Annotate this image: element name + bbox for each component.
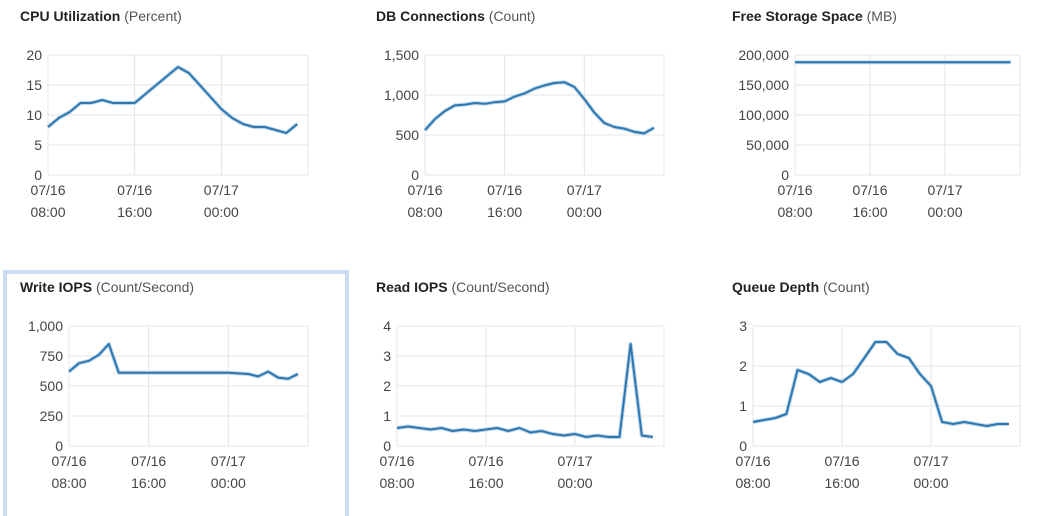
- y-tick-label: 0: [781, 167, 789, 183]
- x-tick-label: 07/16 08:00: [735, 453, 771, 491]
- chart-unit: (Count): [823, 279, 870, 295]
- y-tick-label: 750: [39, 348, 63, 364]
- x-tick-label: 07/16 08:00: [777, 182, 813, 220]
- y-tick-label: 3: [383, 348, 391, 364]
- y-tick-label: 1,500: [383, 47, 419, 63]
- y-tick-label: 4: [383, 318, 391, 334]
- series-line-glow: [752, 340, 1009, 428]
- x-tick-label: 07/16 16:00: [131, 453, 167, 491]
- chart-panel: Free Storage Space (MB) 0 50,000 100,000 150…: [712, 0, 1041, 245]
- y-tick-label: 0: [383, 438, 391, 454]
- y-tick-label: 1,000: [27, 318, 63, 334]
- chart-unit: (Count/Second): [451, 279, 550, 295]
- y-tick-label: 250: [39, 408, 63, 424]
- chart-panel: CPU Utilization (Percent) 0 5 10 15 20 07/16 0…: [0, 0, 347, 245]
- y-tick-label: 0: [739, 438, 747, 454]
- y-tick-label: 50,000: [746, 137, 789, 153]
- y-tick-label: 2: [383, 378, 391, 394]
- plot: [46, 54, 309, 176]
- chart-panel: DB Connections (Count) 0 500 1,000 1,500 07/1…: [356, 0, 703, 245]
- y-tick-label: 0: [411, 167, 419, 183]
- x-tick-label: 07/16 16:00: [852, 182, 888, 220]
- plot: [794, 54, 1021, 176]
- y-tick-label: 1: [739, 398, 747, 414]
- x-tick-label: 07/16 08:00: [379, 453, 415, 491]
- y-tick-label: 1,000: [383, 87, 419, 103]
- series-line-glow: [423, 80, 655, 136]
- series-line: [424, 81, 655, 135]
- chart-panel: Read IOPS (Count/Second) 0 1 2 3 4 07/16 08:00…: [356, 271, 703, 516]
- x-tick-label: 07/16 16:00: [487, 182, 523, 220]
- x-tick-label: 07/16 16:00: [824, 453, 860, 491]
- plot: [67, 325, 309, 447]
- chart-title: CPU Utilization: [20, 8, 121, 24]
- y-tick-label: 1: [383, 408, 391, 424]
- y-tick-label: 500: [395, 127, 419, 143]
- y-tick-label: 2: [739, 358, 747, 374]
- series-line-glow: [396, 342, 654, 439]
- y-tick-label: 200,000: [738, 47, 789, 63]
- chart-title: Write IOPS: [20, 279, 93, 295]
- chart-panel: Queue Depth (Count) 0 1 2 3 07/16 08:00 07/16 …: [712, 271, 1041, 516]
- chart-title: Read IOPS: [376, 279, 448, 295]
- chart-unit: (Percent): [124, 8, 182, 24]
- chart-title-row: Read IOPS (Count/Second): [376, 279, 550, 295]
- y-tick-label: 20: [26, 47, 42, 63]
- plot: [752, 325, 1021, 447]
- y-tick-label: 100,000: [738, 107, 789, 123]
- chart-title-row: Queue Depth (Count): [732, 279, 870, 295]
- x-tick-label: 07/17 00:00: [913, 453, 949, 491]
- y-tick-label: 0: [55, 438, 63, 454]
- x-tick-label: 07/16 08:00: [30, 182, 66, 220]
- y-tick-label: 10: [26, 107, 42, 123]
- x-tick-label: 07/17 00:00: [927, 182, 963, 220]
- series-line: [68, 343, 299, 380]
- y-tick-label: 0: [34, 167, 42, 183]
- y-tick-label: 3: [739, 318, 747, 334]
- x-tick-label: 07/17 00:00: [210, 453, 246, 491]
- x-tick-label: 07/17 00:00: [557, 453, 593, 491]
- y-tick-label: 500: [39, 378, 63, 394]
- y-tick-label: 5: [34, 137, 42, 153]
- x-tick-label: 07/16 08:00: [51, 453, 87, 491]
- y-tick-label: 150,000: [738, 77, 789, 93]
- selected-panel-highlight: [3, 270, 349, 516]
- chart-title: DB Connections: [376, 8, 485, 24]
- x-tick-label: 07/16 16:00: [468, 453, 504, 491]
- chart-title-row: Free Storage Space (MB): [732, 8, 897, 24]
- chart-title-row: CPU Utilization (Percent): [20, 8, 182, 24]
- chart-title: Queue Depth: [732, 279, 820, 295]
- chart-unit: (MB): [866, 8, 897, 24]
- chart-unit: (Count/Second): [95, 279, 195, 295]
- chart-unit: (Count): [488, 8, 536, 24]
- series-line: [396, 343, 654, 438]
- x-tick-label: 07/16 16:00: [117, 182, 153, 220]
- x-tick-label: 07/16 08:00: [407, 182, 443, 220]
- series-line: [47, 66, 298, 134]
- chart-title-row: DB Connections (Count): [376, 8, 535, 24]
- x-tick-label: 07/17 00:00: [566, 182, 602, 220]
- plot: [423, 54, 665, 176]
- y-tick-label: 15: [26, 77, 42, 93]
- plot: [396, 325, 665, 447]
- chart-title-row: Write IOPS (Count/Second): [20, 279, 194, 295]
- series-line: [752, 341, 1009, 427]
- chart-title: Free Storage Space: [732, 8, 863, 24]
- series-line-glow: [46, 65, 299, 135]
- chart-panel: Write IOPS (Count/Second) 0 250 500 750 1,000…: [0, 271, 347, 516]
- x-tick-label: 07/17 00:00: [203, 182, 239, 220]
